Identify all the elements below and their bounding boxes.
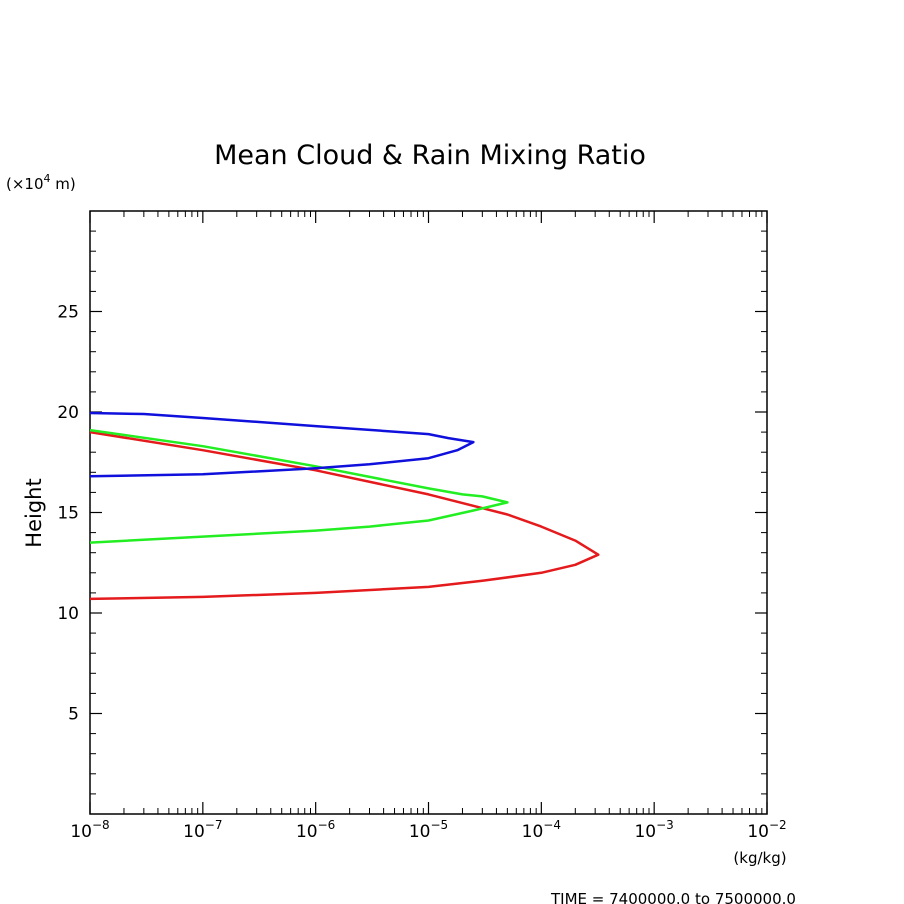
y-unit-label: (×104 m) <box>6 172 76 193</box>
series-line-3 <box>89 411 475 478</box>
x-tick-label: 10−6 <box>296 818 335 842</box>
x-tick-label: 10−2 <box>747 818 786 842</box>
x-tick-label: 10−3 <box>634 818 673 842</box>
series-group <box>89 411 600 601</box>
y-axis: 5 10 15 20 25 <box>57 210 767 815</box>
series-line-2 <box>89 428 509 544</box>
y-tick-label: 15 <box>57 504 79 524</box>
x-tick-label: 10−5 <box>409 818 448 842</box>
y-tick-label: 25 <box>57 303 79 323</box>
x-tick-label: 10−8 <box>70 818 109 842</box>
y-axis-label: Height <box>22 478 46 547</box>
x-tick-label: 10−4 <box>522 818 561 842</box>
plot-area <box>89 210 768 815</box>
plot-frame <box>89 210 768 815</box>
chart-title: Mean Cloud & Rain Mixing Ratio <box>214 140 646 171</box>
x-tick-label: 10−7 <box>183 818 222 842</box>
time-range-label: TIME = 7400000.0 to 7500000.0 <box>550 890 796 904</box>
x-unit-label: (kg/kg) <box>733 849 786 867</box>
series-line-1 <box>89 430 600 601</box>
y-tick-label: 10 <box>57 604 79 624</box>
x-axis: 10−8 10−7 10−6 10−5 10−4 10−3 10−2 <box>70 211 787 842</box>
y-tick-label: 5 <box>68 705 79 725</box>
y-tick-label: 20 <box>57 403 79 423</box>
